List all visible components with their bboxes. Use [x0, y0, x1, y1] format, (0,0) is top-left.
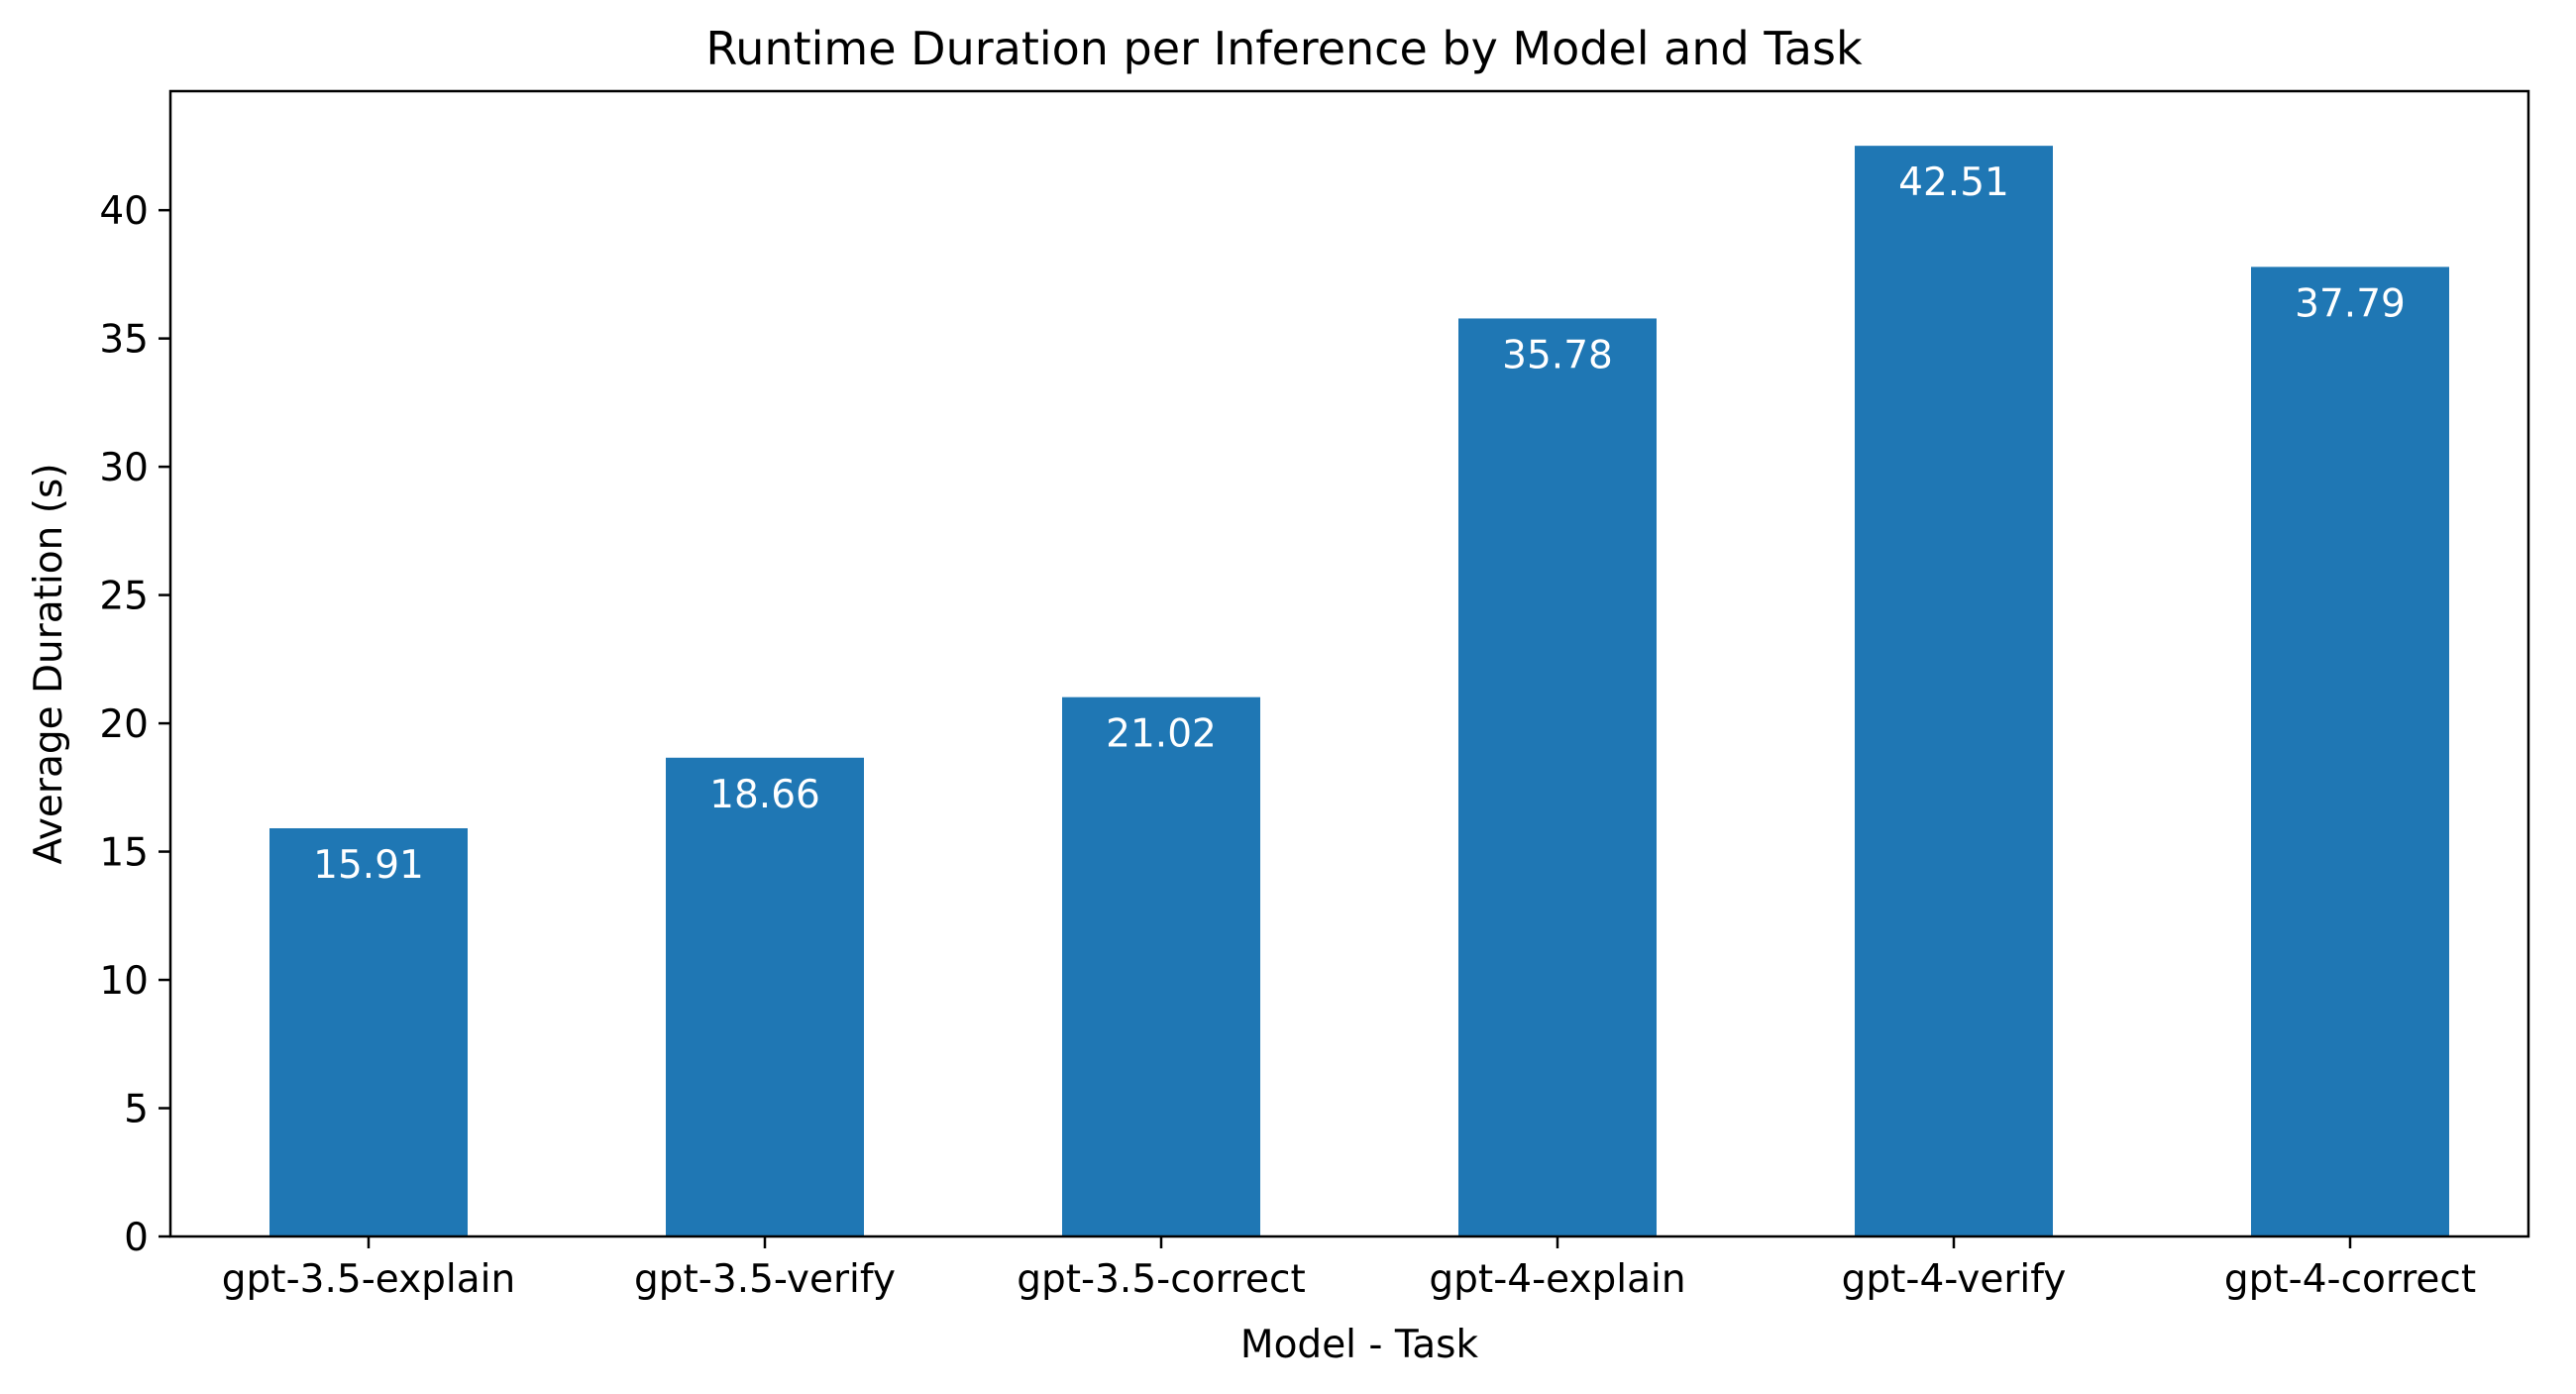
y-tick-label: 0 [124, 1216, 149, 1260]
x-tick-label: gpt-3.5-explain [222, 1257, 515, 1302]
x-axis: gpt-3.5-explain gpt-3.5-verify gpt-3.5-cor… [222, 1236, 2476, 1302]
y-tick-label: 40 [99, 189, 149, 234]
y-tick-label: 5 [124, 1088, 149, 1132]
bar-gpt-3.5-correct [1062, 697, 1260, 1236]
x-tick-label: gpt-3.5-correct [1017, 1257, 1306, 1302]
bar-value-label: 18.66 [709, 773, 820, 817]
bars-layer [269, 146, 2449, 1237]
bar-value-label: 35.78 [1502, 333, 1613, 377]
x-tick-label: gpt-4-explain [1429, 1257, 1685, 1302]
plot-frame [168, 89, 2530, 1238]
y-tick-label: 20 [99, 702, 149, 747]
chart-title: Runtime Duration per Inference by Model … [705, 22, 1863, 75]
bar-gpt-3.5-verify [666, 757, 864, 1236]
x-tick-label: gpt-3.5-verify [634, 1257, 896, 1302]
bar-gpt-4-correct [2251, 267, 2449, 1236]
bar-value-label: 21.02 [1106, 712, 1217, 757]
y-axis-label: Average Duration (s) [27, 463, 71, 864]
bar-value-label: 37.79 [2295, 281, 2406, 326]
y-tick-label: 25 [99, 575, 149, 619]
bar-gpt-4-explain [1458, 318, 1657, 1236]
y-tick-label: 30 [99, 446, 149, 490]
x-axis-label: Model - Task [1240, 1323, 1479, 1367]
y-tick-label: 15 [99, 831, 149, 876]
bar-value-label: 15.91 [313, 843, 424, 888]
x-tick-label: gpt-4-verify [1842, 1257, 2067, 1302]
y-axis: 0 5 10 15 20 25 30 35 40 [99, 189, 170, 1260]
y-tick-label: 10 [99, 959, 149, 1004]
bar-gpt-4-verify [1855, 146, 2053, 1237]
bar-value-label: 42.51 [1898, 161, 2009, 205]
y-tick-label: 35 [99, 318, 149, 363]
bar-labels-layer: 15.91 18.66 21.02 35.78 42.51 37.79 [313, 161, 2406, 888]
bar-gpt-3.5-explain [269, 827, 468, 1236]
x-tick-label: gpt-4-correct [2224, 1257, 2476, 1302]
